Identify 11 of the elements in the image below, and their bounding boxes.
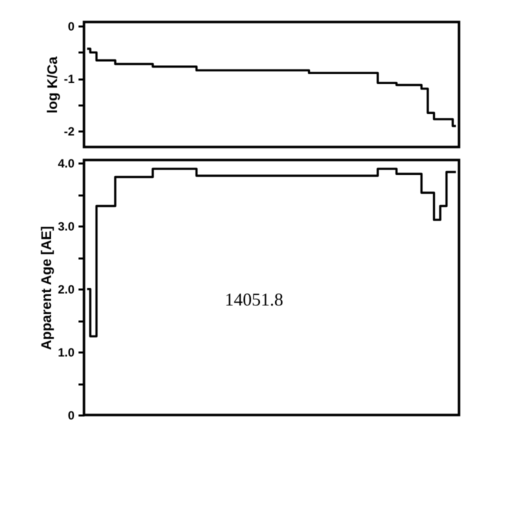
y-axis-title: Apparent Age [AE] — [38, 226, 54, 350]
y-tick-label: -2 — [64, 124, 75, 139]
annotation: 14051.8 — [224, 289, 284, 310]
y-tick-label: -1 — [64, 72, 75, 86]
y-axis-title: log K/Ca — [44, 56, 60, 114]
y-tick-label: 2.0 — [58, 282, 75, 297]
y-tick-label: 1.0 — [58, 346, 75, 360]
y-tick-label: 4.0 — [58, 156, 75, 171]
y-tick-label: 0 — [68, 408, 75, 422]
y-tick-label: 0 — [68, 20, 75, 34]
y-tick-label: 3.0 — [58, 220, 75, 234]
